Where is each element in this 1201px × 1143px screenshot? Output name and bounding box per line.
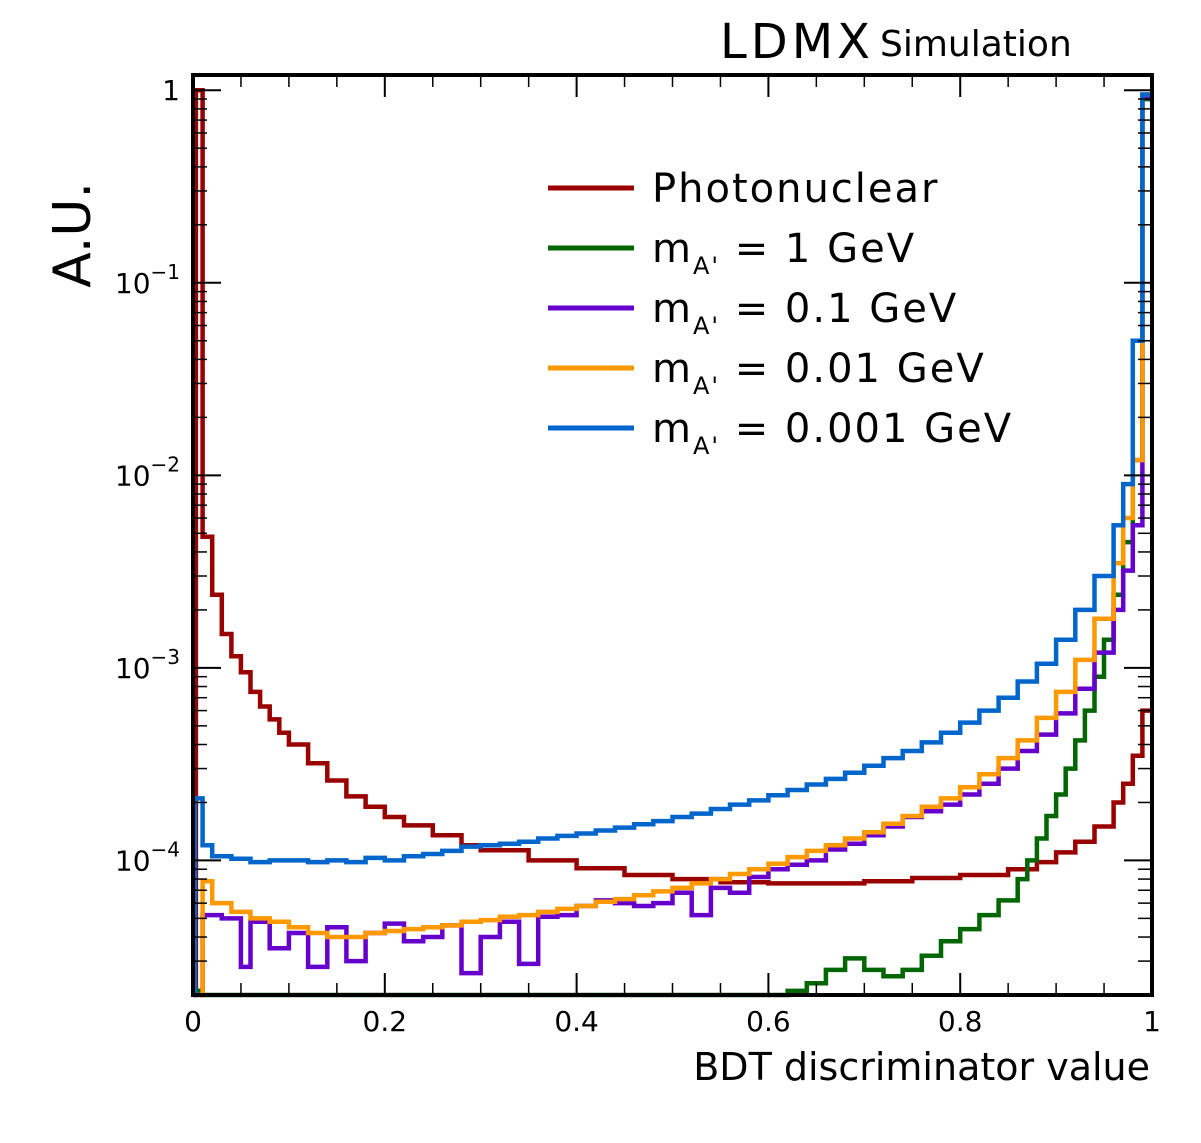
x-tick-label-3: 0.6 xyxy=(746,1005,791,1038)
x-tick-label-5: 1 xyxy=(1143,1005,1161,1038)
y-tick-label-0: 1 xyxy=(162,74,180,107)
y-tick-label-3: 10−3 xyxy=(115,645,180,685)
series-layer xyxy=(192,87,1152,998)
x-tick-label-0: 0 xyxy=(184,1005,202,1038)
y-tick-label-2: 10−2 xyxy=(115,452,180,492)
series-line-1 xyxy=(192,96,1152,998)
x-tick-label-4: 0.8 xyxy=(938,1005,983,1038)
series-line-4 xyxy=(192,92,1152,998)
x-axis-title: BDT discriminator value xyxy=(693,1045,1150,1089)
x-tick-label-2: 0.4 xyxy=(554,1005,599,1038)
y-axis-title: A.U. xyxy=(43,182,103,288)
legend-label-0: Photonuclear xyxy=(652,166,939,212)
legend: Photonuclear mA' = 1 GeV mA' = 0.1 GeV mA' … xyxy=(548,166,1013,460)
simulation-label: Simulation xyxy=(880,24,1072,65)
y-tick-label-1: 10−1 xyxy=(115,260,180,300)
x-tick-label-1: 0.2 xyxy=(363,1005,408,1038)
chart-header: LDMX Simulation xyxy=(720,14,1072,70)
series-line-3 xyxy=(193,92,1152,998)
experiment-label: LDMX xyxy=(720,14,874,70)
legend-label-1: mA' = 1 GeV xyxy=(652,226,916,280)
legend-label-2: mA' = 0.1 GeV xyxy=(652,286,958,340)
legend-label-4: mA' = 0.001 GeV xyxy=(652,406,1013,460)
legend-label-3: mA' = 0.01 GeV xyxy=(652,346,986,400)
plot-frame xyxy=(191,73,1154,997)
y-tick-label-4: 10−4 xyxy=(115,837,180,877)
